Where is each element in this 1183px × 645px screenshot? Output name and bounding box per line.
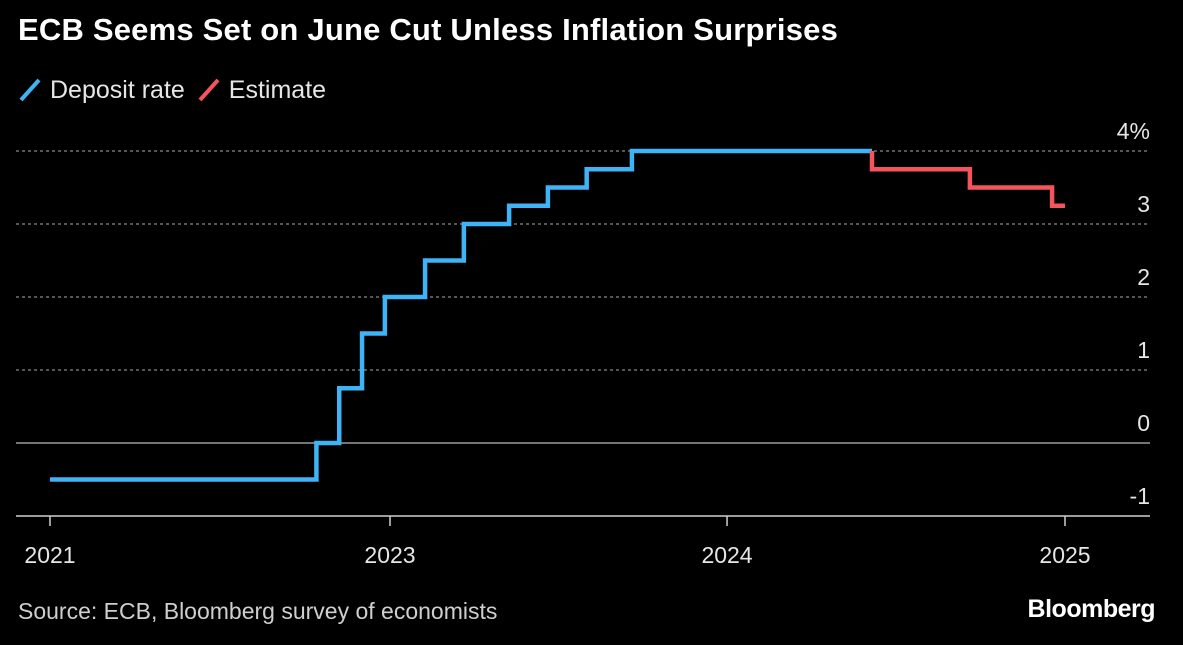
y-tick-label: 0 xyxy=(1137,410,1150,436)
y-tick-label: 2 xyxy=(1137,264,1150,290)
grid-layer xyxy=(16,150,1150,444)
series-line-deposit-rate xyxy=(50,148,873,482)
x-tick-label: 2025 xyxy=(1039,542,1090,568)
series-layer xyxy=(50,148,1065,482)
y-tick-label: 1 xyxy=(1137,337,1150,363)
x-tick-label: 2024 xyxy=(701,542,752,568)
x-tick-label: 2021 xyxy=(24,542,75,568)
x-tick-label: 2023 xyxy=(364,542,415,568)
y-tick-label: -1 xyxy=(1130,483,1150,509)
y-tick-label: 3 xyxy=(1137,191,1150,217)
legend-label-deposit-rate: Deposit rate xyxy=(50,75,185,104)
legend: Deposit rate Estimate xyxy=(18,74,338,106)
legend-swatch-deposit-rate xyxy=(19,78,41,102)
bloomberg-logo: Bloomberg xyxy=(1027,595,1156,623)
legend-swatch-estimate xyxy=(198,78,220,102)
x-axis: 2021 2023 2024 2025 xyxy=(16,515,1150,568)
legend-label-estimate: Estimate xyxy=(228,75,327,104)
legend-item-estimate: Estimate xyxy=(197,76,326,105)
legend-item-deposit-rate: Deposit rate xyxy=(18,76,185,105)
y-tick-label: 4% xyxy=(1117,118,1150,144)
chart-title: ECB Seems Set on June Cut Unless Inflati… xyxy=(18,12,839,47)
series-line-estimate xyxy=(869,151,1065,208)
y-tick-labels: 4% 3 2 1 0 -1 xyxy=(1117,118,1150,509)
source-note: Source: ECB, Bloomberg survey of economi… xyxy=(18,598,498,624)
